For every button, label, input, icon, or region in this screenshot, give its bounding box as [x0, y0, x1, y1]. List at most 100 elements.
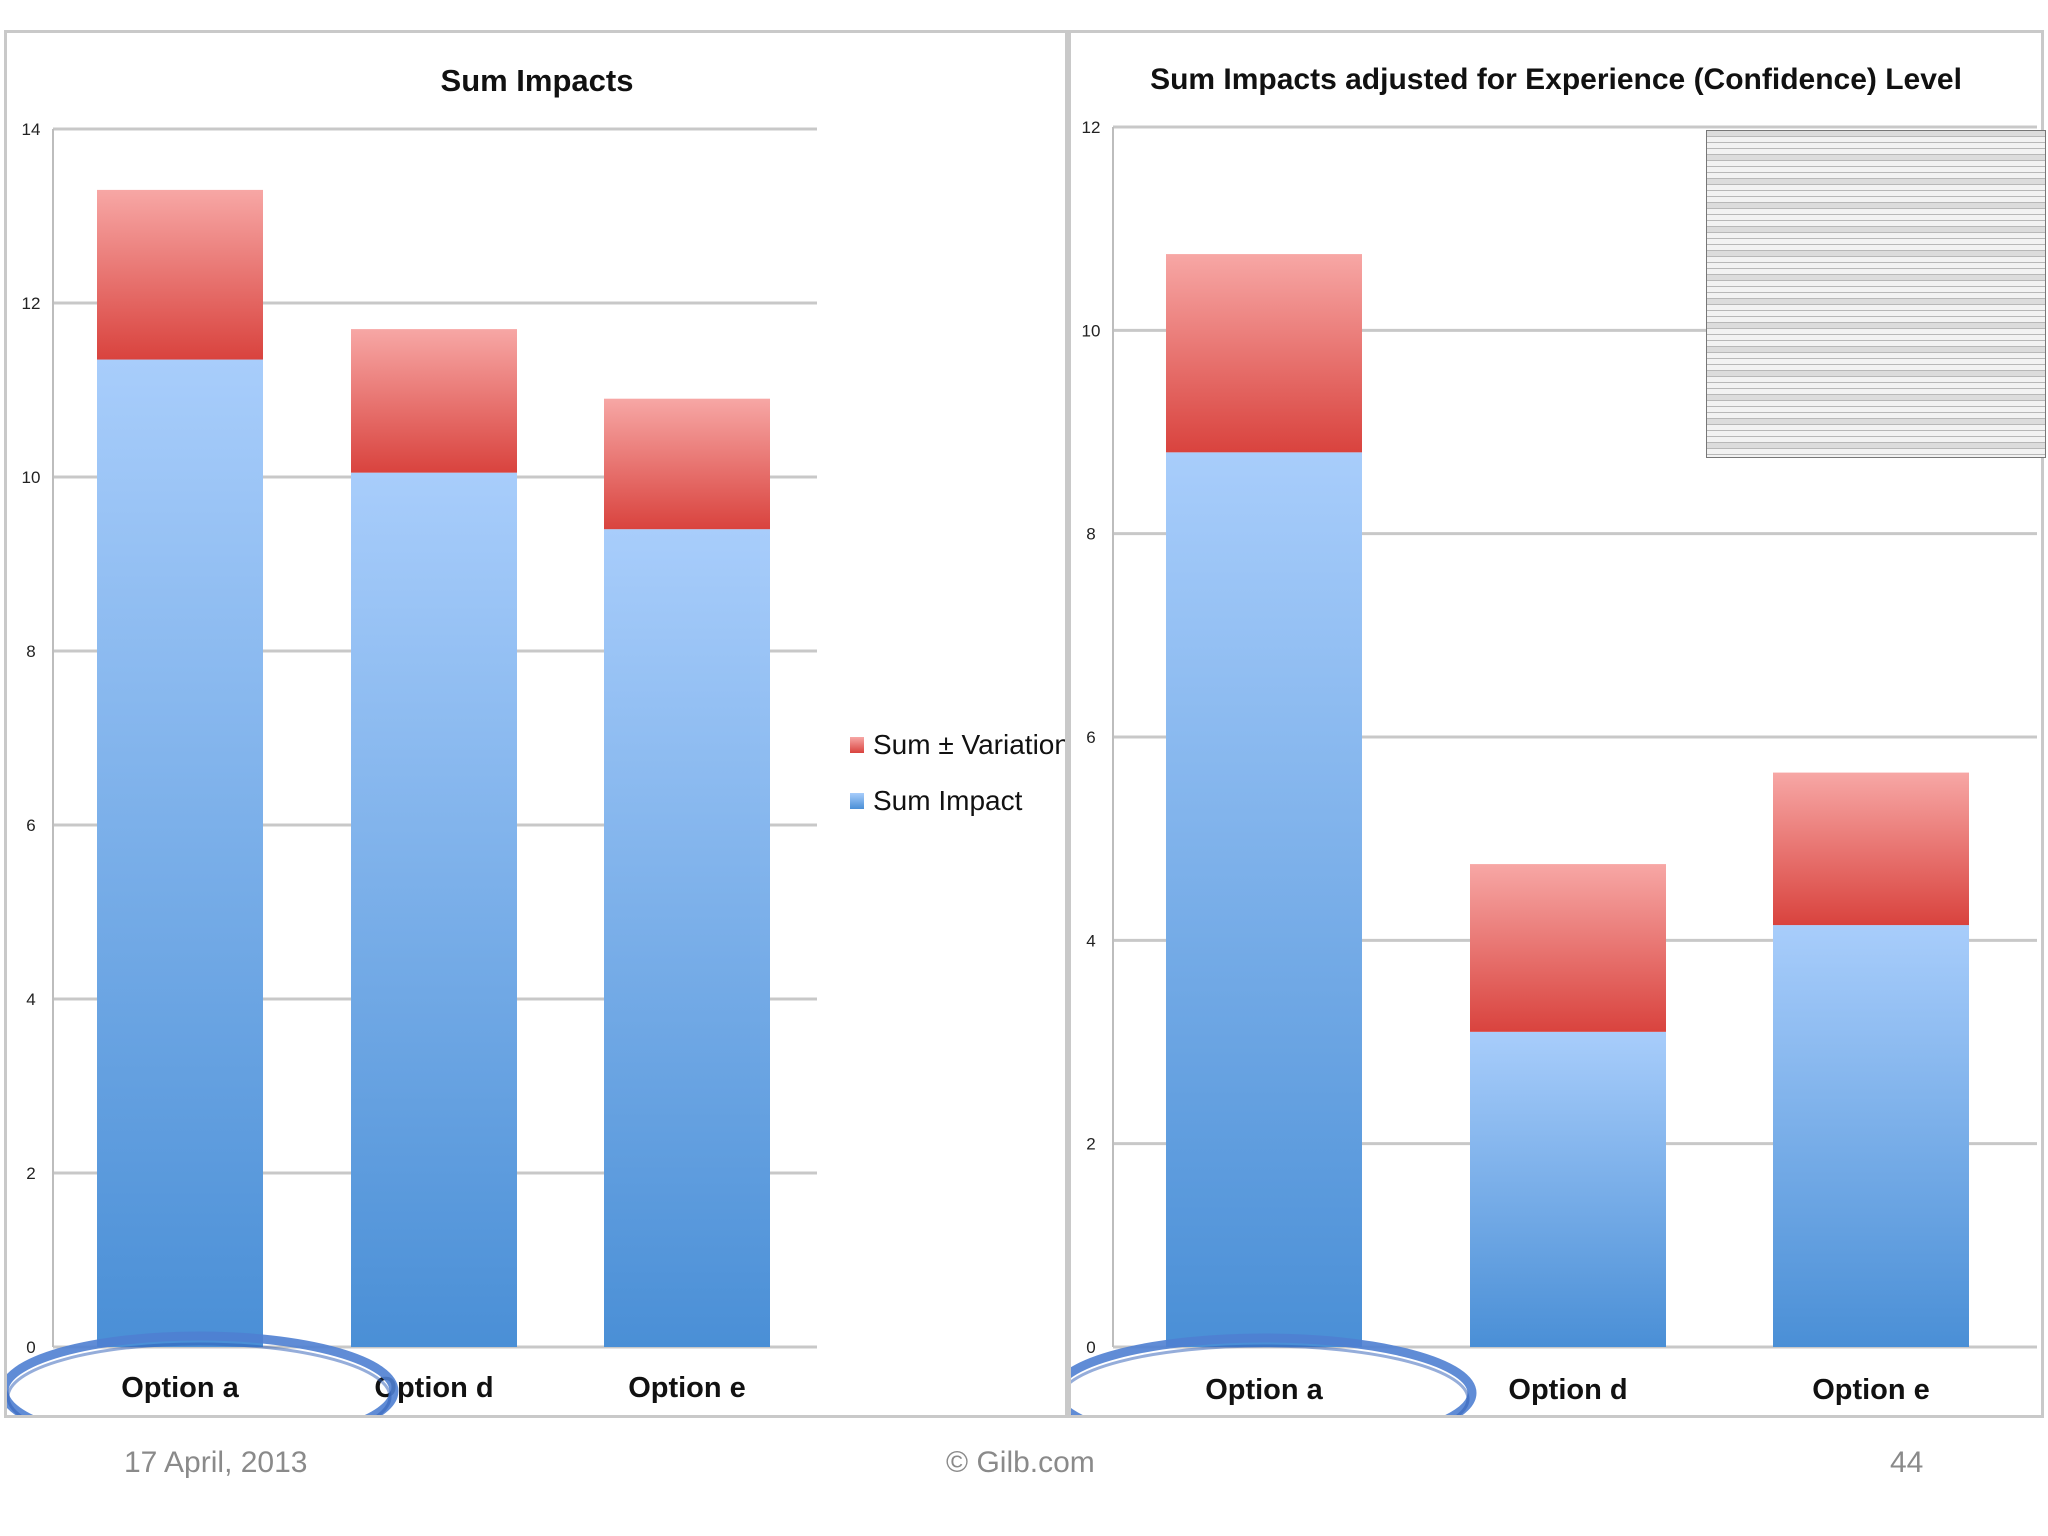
- bar-sum-variation: [1166, 254, 1362, 453]
- spreadsheet-row: [1707, 263, 2045, 269]
- spreadsheet-row: [1707, 347, 2045, 353]
- spreadsheet-row: [1707, 419, 2045, 425]
- x-category-label: Option a: [1205, 1374, 1323, 1406]
- spreadsheet-row: [1707, 239, 2045, 245]
- spreadsheet-row: [1707, 227, 2045, 233]
- spreadsheet-row: [1707, 251, 2045, 257]
- spreadsheet-row: [1707, 221, 2045, 227]
- spreadsheet-row: [1707, 311, 2045, 317]
- footer-page-number: 44: [1890, 1446, 1924, 1479]
- spreadsheet-row: [1707, 209, 2045, 215]
- x-category-label: Option d: [1508, 1374, 1627, 1406]
- bar-sum-impact: [1166, 452, 1362, 1347]
- spreadsheet-row: [1707, 407, 2045, 413]
- spreadsheet-row: [1707, 305, 2045, 311]
- bar-sum-variation: [351, 329, 517, 473]
- spreadsheet-row: [1707, 341, 2045, 347]
- bar-sum-impact: [604, 529, 770, 1347]
- highlight-ellipse-shadow: [7, 1342, 392, 1415]
- spreadsheet-row: [1707, 431, 2045, 437]
- spreadsheet-row: [1707, 281, 2045, 287]
- adjusted-sum-impacts-chart: Sum Impacts adjusted for Experience (Con…: [1071, 63, 2037, 1415]
- spreadsheet-row: [1707, 437, 2045, 443]
- bar-sum-impact: [351, 472, 517, 1347]
- y-tick-label: 4: [26, 990, 35, 1009]
- spreadsheet-row: [1707, 323, 2045, 329]
- x-category-label: Option e: [628, 1372, 746, 1404]
- y-tick-label: 0: [1086, 1338, 1095, 1357]
- spreadsheet-row: [1707, 149, 2045, 155]
- spreadsheet-row: [1707, 365, 2045, 371]
- y-tick-label: 2: [26, 1164, 35, 1183]
- spreadsheet-row: [1707, 203, 2045, 209]
- spreadsheet-row: [1707, 395, 2045, 401]
- spreadsheet-row: [1707, 371, 2045, 377]
- spreadsheet-row: [1707, 269, 2045, 275]
- spreadsheet-row: [1707, 197, 2045, 203]
- y-tick-label: 0: [26, 1338, 35, 1357]
- spreadsheet-row: [1707, 233, 2045, 239]
- highlight-ellipse-shadow: [1071, 1344, 1470, 1415]
- y-tick-label: 14: [22, 120, 41, 139]
- spreadsheet-row: [1707, 299, 2045, 305]
- bar-sum-impact: [97, 359, 263, 1347]
- spreadsheet-row: [1707, 377, 2045, 383]
- spreadsheet-row: [1707, 383, 2045, 389]
- legend-swatch-impact: [850, 793, 864, 809]
- y-tick-label: 6: [1086, 728, 1095, 747]
- x-category-label: Option a: [121, 1372, 239, 1404]
- y-tick-label: 2: [1086, 1135, 1095, 1154]
- spreadsheet-row: [1707, 161, 2045, 167]
- spreadsheet-row: [1707, 137, 2045, 143]
- spreadsheet-row: [1707, 413, 2045, 419]
- spreadsheet-row: [1707, 179, 2045, 185]
- y-tick-label: 6: [26, 816, 35, 835]
- spreadsheet-row: [1707, 173, 2045, 179]
- highlight-ellipse: [1071, 1333, 1477, 1415]
- spreadsheet-row: [1707, 335, 2045, 341]
- legend-label: Sum ± Variation: [873, 729, 1065, 760]
- spreadsheet-row: [1707, 425, 2045, 431]
- bar-sum-variation: [604, 398, 770, 530]
- chart-title: Sum Impacts: [441, 63, 634, 98]
- y-tick-label: 8: [1086, 525, 1095, 544]
- spreadsheet-row: [1707, 449, 2045, 455]
- spreadsheet-row: [1707, 275, 2045, 281]
- spreadsheet-row: [1707, 257, 2045, 263]
- y-tick-label: 4: [1086, 931, 1095, 950]
- bar-sum-variation: [1470, 864, 1666, 1032]
- right-chart-panel: Sum Impacts adjusted for Experience (Con…: [1068, 30, 2044, 1418]
- spreadsheet-row: [1707, 401, 2045, 407]
- spreadsheet-row: [1707, 329, 2045, 335]
- spreadsheet-row: [1707, 143, 2045, 149]
- bar-sum-variation: [1773, 772, 1969, 926]
- chart-title: Sum Impacts adjusted for Experience (Con…: [1150, 63, 1962, 96]
- spreadsheet-row: [1707, 443, 2045, 449]
- spreadsheet-row: [1707, 293, 2045, 299]
- bar-sum-impact: [1773, 925, 1969, 1347]
- spreadsheet-row: [1707, 245, 2045, 251]
- bar-sum-impact: [1470, 1031, 1666, 1347]
- spreadsheet-row: [1707, 359, 2045, 365]
- spreadsheet-row: [1707, 167, 2045, 173]
- y-tick-label: 10: [22, 468, 41, 487]
- spreadsheet-row: [1707, 287, 2045, 293]
- spreadsheet-row: [1707, 215, 2045, 221]
- y-tick-label: 12: [22, 294, 41, 313]
- embedded-spreadsheet-thumbnail: [1706, 130, 2046, 458]
- legend-swatch-variation: [850, 737, 864, 753]
- footer-date: 17 April, 2013: [124, 1446, 308, 1479]
- spreadsheet-row: [1707, 191, 2045, 197]
- y-tick-label: 12: [1082, 118, 1101, 137]
- footer-copyright: © Gilb.com: [946, 1446, 1095, 1479]
- spreadsheet-row: [1707, 185, 2045, 191]
- x-category-label: Option e: [1812, 1374, 1930, 1406]
- legend-label: Sum Impact: [873, 785, 1023, 816]
- highlight-ellipse: [7, 1331, 399, 1415]
- spreadsheet-row: [1707, 131, 2045, 137]
- y-tick-label: 8: [26, 642, 35, 661]
- y-tick-label: 10: [1082, 321, 1101, 340]
- left-chart-panel: Sum Impacts 0 2 4 6 8 10 12 14 Option a Option d Op…: [4, 30, 1068, 1418]
- bar-sum-variation: [97, 189, 263, 360]
